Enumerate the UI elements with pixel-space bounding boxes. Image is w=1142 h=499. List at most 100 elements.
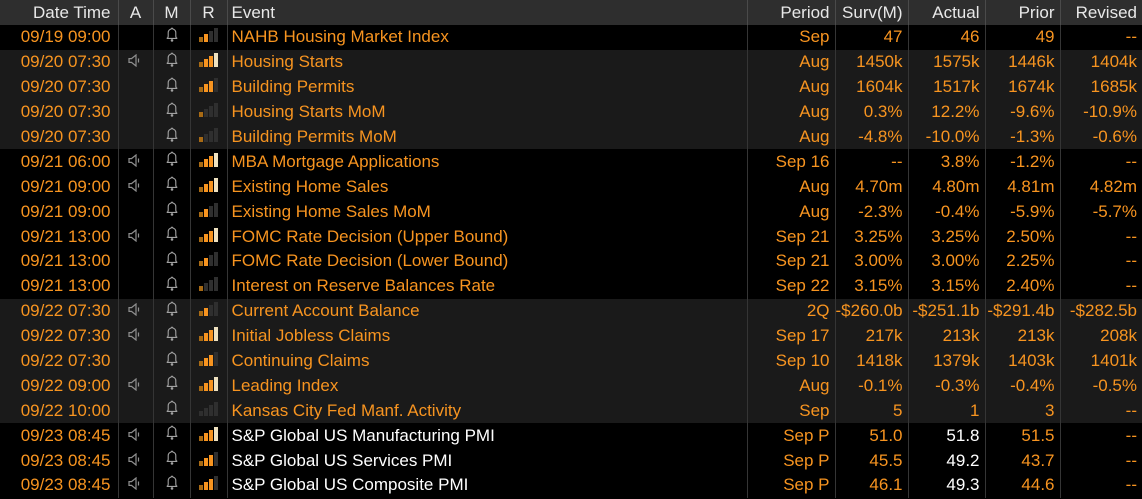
cell-event: Housing Starts <box>227 49 748 75</box>
cell-monitor[interactable] <box>153 473 191 498</box>
cell-monitor[interactable] <box>153 74 191 100</box>
cell-alert[interactable] <box>118 149 154 175</box>
cell-event: FOMC Rate Decision (Upper Bound) <box>227 224 748 250</box>
event-row[interactable]: 09/20 07:30 Building Permits MoM Aug -4.8% -… <box>0 124 1142 150</box>
cell-alert[interactable] <box>118 323 154 349</box>
cell-monitor[interactable] <box>153 174 191 200</box>
cell-actual: 1379k <box>908 348 986 374</box>
cell-monitor[interactable] <box>153 373 191 399</box>
cell-monitor[interactable] <box>153 298 191 324</box>
col-header-actual[interactable]: Actual <box>908 0 986 25</box>
cell-period: Aug <box>747 124 836 150</box>
cell-alert <box>118 398 154 424</box>
cell-prior: 44.6 <box>985 473 1061 498</box>
cell-monitor[interactable] <box>153 273 191 299</box>
cell-alert[interactable] <box>118 298 154 324</box>
event-row[interactable]: 09/22 07:30 Continuing Claims Sep 10 1418k 1… <box>0 348 1142 374</box>
cell-alert[interactable] <box>118 373 154 399</box>
relevance-bars-icon <box>199 202 218 217</box>
cell-monitor[interactable] <box>153 25 191 50</box>
event-row[interactable]: 09/21 09:00 Existing Home Sales Aug 4.70m 4.… <box>0 174 1142 200</box>
cell-monitor[interactable] <box>153 49 191 75</box>
relevance-bars-icon <box>199 351 218 367</box>
cell-revised: -- <box>1125 251 1137 271</box>
cell-monitor[interactable] <box>153 99 191 125</box>
cell-revised: -- <box>1125 27 1137 47</box>
event-row[interactable]: 09/20 07:30 Housing Starts MoM Aug 0.3% 12.2… <box>0 99 1142 125</box>
cell-datetime: 09/23 08:45 <box>0 473 119 498</box>
cell-alert <box>118 249 154 274</box>
event-row[interactable]: 09/22 07:30 Initial Jobless Claims Sep 17 2… <box>0 323 1142 349</box>
col-header-revised[interactable]: Revised <box>1060 0 1142 25</box>
event-row[interactable]: 09/23 08:45 S&P Global US Manufacturing P… <box>0 423 1142 449</box>
speaker-icon <box>128 153 140 168</box>
table-body: 09/19 09:00 NAHB Housing Market Index Sep 4… <box>0 25 1142 498</box>
cell-alert[interactable] <box>118 49 154 75</box>
event-row[interactable]: 09/21 13:00 Interest on Reserve Balances … <box>0 273 1142 299</box>
event-row[interactable]: 09/20 07:30 Housing Starts Aug 1450k 1575k 14… <box>0 49 1142 75</box>
cell-monitor[interactable] <box>153 149 191 175</box>
cell-period: Aug <box>747 74 836 100</box>
cell-relevance <box>190 448 228 474</box>
event-row[interactable]: 09/21 06:00 MBA Mortgage Applications Sep … <box>0 149 1142 175</box>
speaker-icon <box>128 327 140 342</box>
cell-monitor[interactable] <box>153 323 191 349</box>
col-header-datetime[interactable]: Date Time <box>0 0 119 25</box>
event-row[interactable]: 09/20 07:30 Building Permits Aug 1604k 1517k… <box>0 74 1142 100</box>
col-header-surv[interactable]: Surv(M) <box>835 0 909 25</box>
cell-event: Initial Jobless Claims <box>227 323 748 349</box>
cell-monitor[interactable] <box>153 348 191 374</box>
col-header-event[interactable]: Event <box>227 0 748 25</box>
cell-monitor[interactable] <box>153 199 191 225</box>
cell-alert[interactable] <box>118 224 154 250</box>
event-row[interactable]: 09/21 13:00 FOMC Rate Decision (Upper Bou… <box>0 224 1142 250</box>
cell-actual: 3.00% <box>908 249 986 274</box>
cell-surv: 51.0 <box>835 423 909 449</box>
cell-relevance <box>190 323 228 349</box>
cell-relevance <box>190 373 228 399</box>
col-header-period[interactable]: Period <box>747 0 836 25</box>
cell-alert[interactable] <box>118 423 154 449</box>
cell-surv: 45.5 <box>835 448 909 474</box>
cell-period: Aug <box>747 373 836 399</box>
cell-alert <box>118 199 154 225</box>
bell-icon <box>166 276 177 291</box>
cell-surv: -4.8% <box>835 124 909 150</box>
cell-monitor[interactable] <box>153 448 191 474</box>
event-row[interactable]: 09/22 09:00 Leading Index Aug -0.1% -0.3% -0.… <box>0 373 1142 399</box>
cell-revised: -5.7% <box>1092 201 1137 221</box>
cell-monitor[interactable] <box>153 124 191 150</box>
cell-datetime: 09/20 07:30 <box>0 124 119 150</box>
speaker-icon <box>128 377 140 392</box>
cell-event: Kansas City Fed Manf. Activity <box>227 398 748 424</box>
cell-datetime: 09/20 07:30 <box>0 99 119 125</box>
event-row[interactable]: 09/21 13:00 FOMC Rate Decision (Lower Bou… <box>0 249 1142 274</box>
relevance-bars-icon <box>199 127 218 142</box>
col-header-prior[interactable]: Prior <box>985 0 1061 25</box>
cell-monitor[interactable] <box>153 398 191 424</box>
col-header-alert[interactable]: A <box>118 0 154 25</box>
event-row[interactable]: 09/22 07:30 Current Account Balance 2Q -$26… <box>0 298 1142 324</box>
cell-relevance <box>190 298 228 324</box>
cell-monitor[interactable] <box>153 249 191 274</box>
cell-monitor[interactable] <box>153 224 191 250</box>
cell-alert[interactable] <box>118 174 154 200</box>
cell-period: Aug <box>747 49 836 75</box>
event-row[interactable]: 09/22 10:00 Kansas City Fed Manf. Activit… <box>0 398 1142 424</box>
relevance-bars-icon <box>199 102 218 118</box>
bell-icon <box>166 326 177 341</box>
cell-relevance <box>190 473 228 498</box>
cell-datetime: 09/21 09:00 <box>0 199 119 225</box>
cell-prior: 1403k <box>985 348 1061 374</box>
cell-alert[interactable] <box>118 448 154 474</box>
cell-alert <box>118 74 154 100</box>
col-header-monitor[interactable]: M <box>153 0 191 25</box>
col-header-relevance[interactable]: R <box>190 0 228 25</box>
event-row[interactable]: 09/19 09:00 NAHB Housing Market Index Sep 4… <box>0 25 1142 50</box>
cell-datetime: 09/21 13:00 <box>0 224 119 250</box>
cell-monitor[interactable] <box>153 423 191 449</box>
cell-alert[interactable] <box>118 473 154 498</box>
event-row[interactable]: 09/21 09:00 Existing Home Sales MoM Aug -2.… <box>0 199 1142 225</box>
event-row[interactable]: 09/23 08:45 S&P Global US Services PMI Sep… <box>0 448 1142 474</box>
event-row[interactable]: 09/23 08:45 S&P Global US Composite PMI Se… <box>0 473 1142 498</box>
